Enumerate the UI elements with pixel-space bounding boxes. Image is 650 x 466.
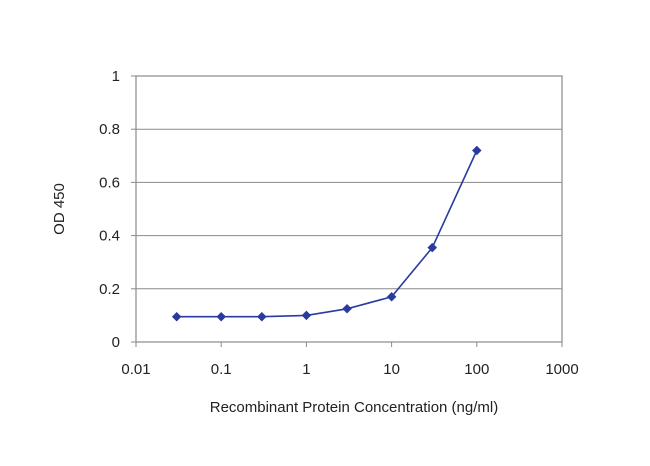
x-tick-label-3: 10 [383, 361, 400, 378]
y-tick-label-5: 1 [112, 68, 120, 85]
y-tick-label-1: 0.2 [99, 281, 120, 298]
x-tick-label-1: 0.1 [211, 361, 232, 378]
y-tick-label-4: 0.8 [99, 121, 120, 138]
y-tick-label-0: 0 [112, 334, 120, 351]
x-tick-label-5: 1000 [545, 361, 578, 378]
x-tick-label-2: 1 [302, 361, 310, 378]
gridlines [136, 128, 562, 290]
y-axis-title: OD 450 [51, 183, 68, 235]
x-axis-ticks: 0.01 0.1 1 10 100 1000 [121, 342, 579, 378]
data-point-6 [427, 242, 438, 253]
data-point-2 [256, 311, 267, 322]
data-point-4 [342, 303, 352, 314]
y-tick-label-3: 0.6 [99, 174, 120, 191]
plot-area [135, 75, 563, 343]
y-tick-label-2: 0.4 [99, 228, 120, 245]
data-point-7 [471, 145, 482, 156]
y-axis-ticks: 0 0.2 0.4 0.6 0.8 1 [99, 68, 136, 351]
x-tick-label-4: 100 [464, 361, 489, 378]
data-point-5 [386, 291, 397, 302]
data-point-1 [216, 311, 227, 322]
x-tick-label-0: 0.01 [121, 361, 150, 378]
x-axis-title: Recombinant Protein Concentration (ng/ml… [210, 399, 498, 416]
data-point-3 [301, 310, 312, 321]
data-point-0 [171, 311, 182, 322]
series-line-0 [176, 150, 478, 318]
data-series [171, 145, 482, 322]
